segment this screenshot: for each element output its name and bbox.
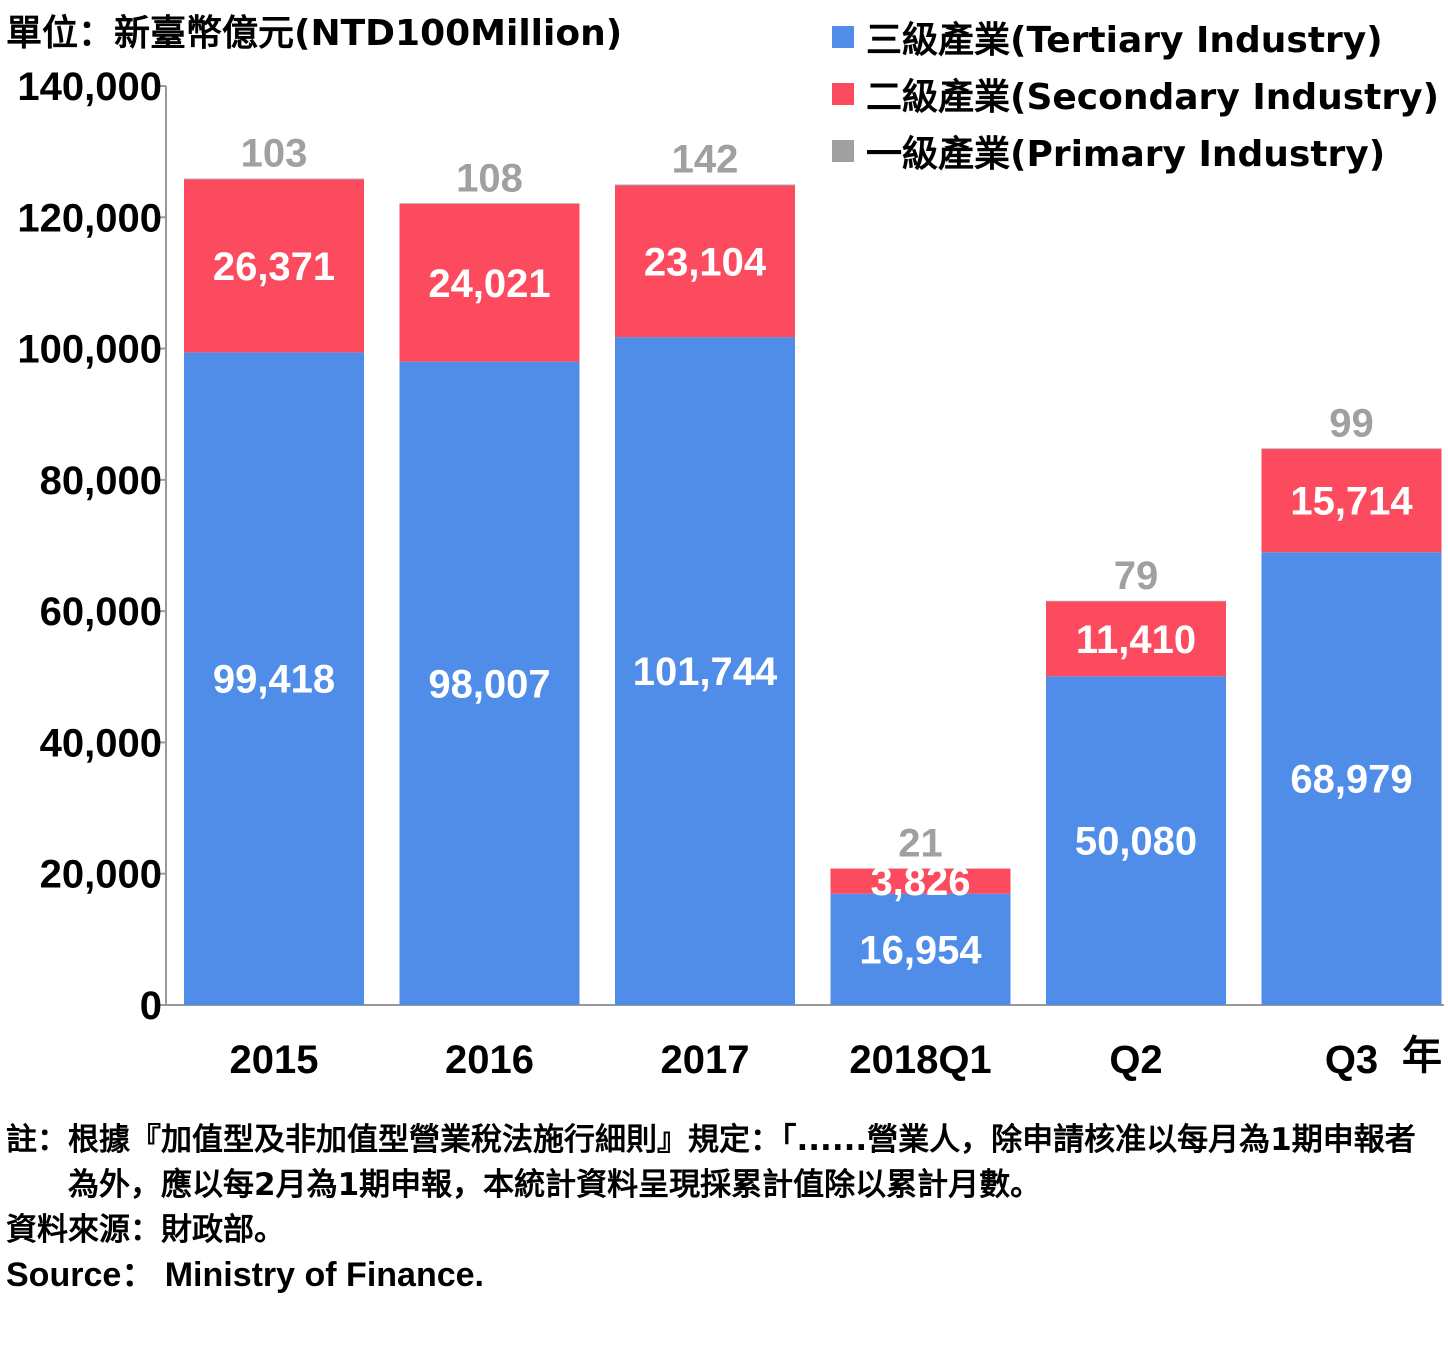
y-tick-label: 140,000 — [17, 65, 162, 109]
data-label-primary: 99 — [1329, 401, 1374, 445]
data-label-tertiary: 98,007 — [428, 662, 550, 706]
data-label-secondary: 24,021 — [428, 262, 550, 306]
note: 註： 根據『加值型及非加值型營業稅法施行細則』規定：「......營業人，除申請… — [6, 1118, 1430, 1208]
bar-tertiary — [399, 361, 580, 1005]
x-tick-label: 2018Q1 — [849, 1038, 991, 1082]
unit-label: 單位：新臺幣億元(NTD100Million) — [6, 13, 623, 54]
legend-swatch-primary — [832, 139, 854, 162]
x-tick-label: 2016 — [445, 1038, 534, 1082]
data-label-tertiary: 50,080 — [1075, 820, 1197, 864]
bar-secondary — [399, 203, 580, 362]
legend-item-primary: 一級產業(Primary Industry) — [832, 122, 1439, 179]
legend-item-secondary: 二級產業(Secondary Industry) — [832, 65, 1439, 122]
note-text: 根據『加值型及非加值型營業稅法施行細則』規定：「......營業人，除申請核准以… — [68, 1122, 1416, 1203]
legend-swatch-tertiary — [832, 25, 854, 48]
bar-tertiary — [1046, 676, 1226, 1005]
bar-secondary — [830, 868, 1011, 894]
data-label-tertiary: 101,744 — [633, 650, 778, 694]
data-label-primary: 103 — [241, 132, 308, 176]
legend: 三級產業(Tertiary Industry) 二級產業(Secondary I… — [832, 8, 1439, 179]
data-label-secondary: 23,104 — [644, 240, 767, 284]
legend-label-secondary: 二級產業(Secondary Industry) — [866, 76, 1440, 118]
bar-tertiary — [1261, 552, 1442, 1005]
y-tick-label: 100,000 — [17, 328, 162, 372]
x-axis-suffix: 年 — [1402, 1033, 1442, 1079]
bar-tertiary — [830, 893, 1011, 1005]
data-label-secondary: 3,826 — [870, 860, 970, 904]
data-label-secondary: 26,371 — [213, 245, 335, 289]
data-label-primary: 79 — [1114, 554, 1159, 598]
legend-label-tertiary: 三級產業(Tertiary Industry) — [866, 19, 1383, 61]
x-tick-label: 2015 — [230, 1038, 319, 1082]
source-zh: 資料來源：財政部。 — [6, 1212, 285, 1248]
data-label-secondary: 11,410 — [1076, 618, 1196, 662]
data-label-primary: 21 — [898, 821, 943, 865]
y-tick-label: 80,000 — [40, 459, 162, 503]
notes: 註： 根據『加值型及非加值型營業稅法施行細則』規定：「......營業人，除申請… — [6, 1118, 1430, 1298]
bar-secondary — [615, 185, 795, 338]
bar-primary — [184, 178, 364, 180]
legend-item-tertiary: 三級產業(Tertiary Industry) — [832, 8, 1439, 65]
y-tick-label: 20,000 — [40, 853, 162, 897]
bar-tertiary — [184, 352, 364, 1005]
bar-secondary — [1261, 449, 1442, 553]
bar-tertiary — [615, 337, 795, 1006]
bar-primary — [399, 203, 580, 204]
legend-swatch-secondary — [832, 82, 854, 105]
data-label-tertiary: 68,979 — [1290, 758, 1412, 802]
bar-secondary — [1046, 601, 1226, 677]
y-tick-label: 0 — [140, 984, 162, 1028]
data-label-tertiary: 16,954 — [859, 928, 982, 972]
y-tick-label: 120,000 — [17, 196, 162, 240]
x-tick-label: Q2 — [1109, 1038, 1162, 1082]
legend-label-primary: 一級產業(Primary Industry) — [866, 133, 1386, 175]
bar-primary — [1261, 448, 1442, 450]
data-label-tertiary: 99,418 — [213, 658, 335, 702]
stacked-bar-chart: 0 20,000 40,000 60,000 80,000 100,000 120,000 1… — [17, 65, 1444, 1082]
source-en: Source： Ministry of Finance. — [6, 1256, 484, 1294]
x-tick-label: 2017 — [661, 1038, 750, 1082]
note-label: 註： — [6, 1122, 68, 1158]
data-label-secondary: 15,714 — [1290, 480, 1413, 524]
y-tick-label: 40,000 — [40, 721, 162, 765]
bar-primary — [1046, 600, 1226, 602]
data-label-primary: 108 — [456, 156, 523, 200]
bar-primary — [615, 184, 795, 186]
bar-secondary — [184, 179, 364, 353]
y-tick-label: 60,000 — [40, 590, 162, 634]
x-tick-label: Q3 — [1325, 1038, 1378, 1082]
data-label-primary: 142 — [672, 138, 739, 182]
